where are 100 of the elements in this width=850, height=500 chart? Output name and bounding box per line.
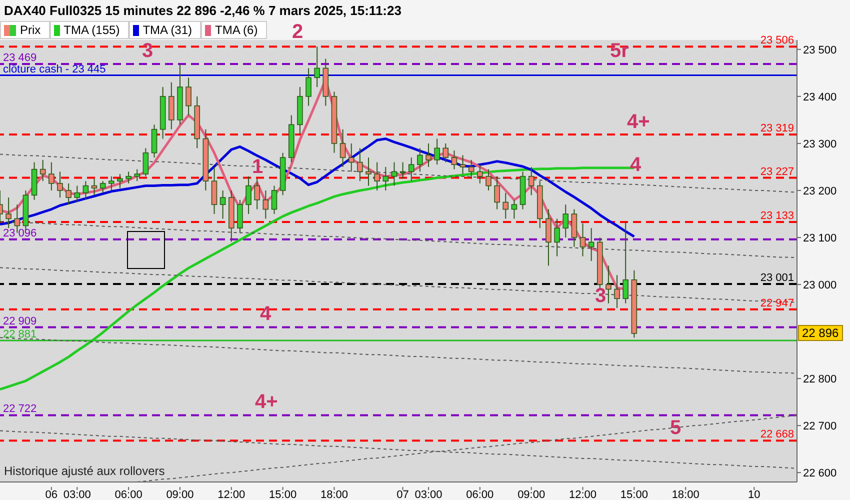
candlestick	[186, 77, 192, 116]
candlestick	[246, 176, 252, 214]
candlestick	[580, 222, 586, 257]
candlestick	[451, 150, 458, 170]
candlestick	[57, 171, 63, 198]
ref-line-label: 22 909	[3, 315, 37, 328]
legend-label: TMA (155)	[64, 23, 120, 37]
candlestick	[228, 190, 234, 242]
candlestick	[262, 190, 269, 220]
candlestick	[202, 128, 209, 191]
y-tick-label: 23 200	[803, 185, 837, 198]
annotation: 3	[595, 285, 606, 308]
candlestick	[528, 166, 534, 196]
annotation: 1	[252, 156, 264, 178]
x-tick-label: 06	[45, 489, 58, 500]
candlestick	[537, 180, 543, 229]
candlestick	[288, 114, 294, 163]
x-tick-label: 06:00	[114, 489, 142, 500]
ref-line-label: 23 319	[760, 122, 794, 135]
candlestick	[117, 174, 123, 189]
legend-label: TMA (31)	[142, 23, 192, 37]
candlestick	[588, 228, 594, 262]
annotation: 5	[670, 416, 682, 439]
legend-label: TMA (6)	[215, 23, 258, 37]
candlestick	[468, 159, 474, 180]
ref-line-label: 22 947	[760, 297, 794, 310]
candlestick	[331, 91, 338, 154]
annotation: 4	[260, 303, 272, 326]
x-tick-label: 18:00	[320, 489, 348, 500]
candlestick	[66, 182, 72, 206]
x-tick-label: 06:00	[466, 489, 494, 500]
candlestick	[426, 142, 432, 168]
annotation: Historique ajusté aux rollovers	[4, 464, 165, 478]
text: 22 896	[798, 325, 843, 342]
chart-title: DAX40 Full0325 15 minutes 22 896 -2,46 % 7 mars 2025, 15:11:23	[4, 3, 402, 18]
candlestick	[14, 204, 20, 234]
candlestick	[460, 154, 466, 175]
y-tick-label: 22 700	[803, 420, 837, 432]
candlestick	[622, 221, 628, 304]
candlestick	[194, 96, 200, 149]
y-tick-label: 23 500	[803, 44, 837, 56]
ref-line-label: 22 668	[760, 428, 794, 441]
x-tick-label: 18:00	[672, 489, 700, 500]
candlestick	[91, 178, 98, 196]
candlestick	[417, 148, 423, 172]
x-tick-label: 07	[396, 489, 409, 500]
ref-line-label: clôture cash - 23 445	[3, 63, 106, 76]
candlestick	[31, 162, 38, 200]
candlestick	[477, 164, 483, 184]
annotation: 2	[292, 20, 304, 43]
candlestick	[297, 86, 303, 135]
candlestick	[306, 68, 312, 106]
x-tick-label: 03:00	[63, 489, 91, 500]
ref-line-label: 23 506	[760, 34, 794, 47]
candlestick	[366, 157, 372, 186]
candlestick	[82, 180, 89, 200]
y-tick-label: 22 600	[803, 468, 837, 480]
candlestick	[348, 142, 354, 172]
candlestick	[562, 204, 569, 238]
annotation: 4+	[627, 110, 650, 132]
x-tick-label: 10	[748, 489, 760, 500]
ref-line-label: 23 096	[3, 227, 37, 240]
y-tick-label: 23 100	[803, 232, 837, 244]
x-tick-label: 15:00	[620, 489, 648, 500]
y-tick-label: 23 300	[803, 138, 837, 150]
candlestick	[322, 58, 329, 106]
ref-line-label: 23 469	[3, 52, 37, 64]
y-tick-label: 23 000	[803, 279, 837, 292]
ref-line-label: 22 722	[3, 403, 37, 416]
candlestick	[40, 159, 46, 182]
candlestick	[494, 176, 500, 210]
candlestick	[606, 265, 612, 304]
candlestick	[314, 46, 320, 88]
x-tick-label: 15:00	[269, 489, 297, 500]
x-tick-label: 12:00	[568, 489, 597, 500]
x-tick-label: 09:00	[518, 489, 546, 500]
x-tick-label: 03:00	[414, 489, 442, 500]
candlestick	[160, 86, 166, 140]
annotation: 4	[630, 154, 642, 176]
candlestick	[546, 208, 552, 266]
y-tick-label: 23 400	[803, 91, 837, 104]
candlestick	[408, 157, 414, 182]
candlestick	[614, 274, 620, 309]
candlestick	[254, 178, 260, 210]
candlestick	[374, 162, 380, 191]
x-tick-label: 09:00	[166, 489, 194, 500]
candlestick	[211, 166, 218, 214]
candlestick	[340, 128, 346, 168]
ref-line-label: 23 227	[760, 166, 794, 178]
candlestick	[6, 197, 12, 229]
candlestick	[391, 162, 398, 186]
candlestick	[502, 192, 509, 220]
candlestick	[357, 148, 363, 182]
legend-label: Prix	[20, 23, 41, 37]
candlestick	[554, 218, 560, 257]
candlestick	[126, 171, 132, 184]
candlestick	[220, 190, 226, 220]
candlestick	[48, 162, 54, 191]
annotation: 3	[142, 40, 154, 62]
candlestick	[486, 168, 492, 191]
